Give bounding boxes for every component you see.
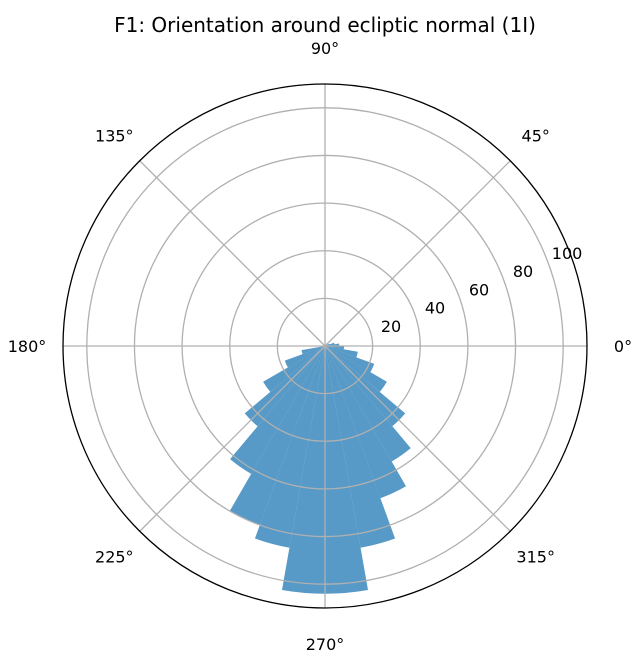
polar-frame bbox=[62, 83, 588, 609]
theta-tick-label: 90° bbox=[311, 39, 339, 58]
r-tick-labels: 20 40 60 80 100 bbox=[381, 244, 582, 336]
theta-tick-label: 45° bbox=[522, 126, 550, 145]
polar-bar bbox=[230, 346, 325, 474]
polar-bar bbox=[325, 346, 406, 499]
polar-bar bbox=[325, 346, 375, 373]
theta-tick-label: 135° bbox=[95, 126, 134, 145]
theta-tick-label: 270° bbox=[306, 635, 345, 654]
r-tick-label: 80 bbox=[513, 262, 533, 281]
polar-bar bbox=[301, 346, 325, 355]
polar-bar bbox=[325, 346, 358, 358]
theta-tick-label: 315° bbox=[516, 548, 555, 567]
theta-tick-label: 225° bbox=[95, 548, 134, 567]
grid-layer bbox=[63, 84, 587, 608]
r-tick-label: 40 bbox=[425, 299, 445, 318]
polar-bar bbox=[325, 346, 411, 462]
theta-tick-label: 0° bbox=[614, 337, 632, 356]
polar-bar bbox=[325, 346, 396, 548]
r-tick-label: 60 bbox=[469, 280, 489, 299]
angular-gridline bbox=[139, 345, 326, 532]
bars-layer bbox=[229, 342, 411, 594]
polar-bar bbox=[325, 346, 369, 594]
polar-bar bbox=[254, 346, 325, 548]
chart-title: F1: Orientation around ecliptic normal (… bbox=[114, 13, 536, 37]
r-tick-label: 20 bbox=[381, 317, 401, 336]
angular-gridline bbox=[324, 160, 511, 347]
angular-gridline bbox=[324, 345, 511, 532]
polar-bar bbox=[325, 342, 335, 346]
polar-bar bbox=[325, 346, 345, 350]
polar-bar bbox=[325, 346, 387, 392]
polar-bar bbox=[281, 346, 325, 594]
r-tick-label: 100 bbox=[552, 244, 583, 263]
theta-tick-labels: 0° 45° 90° 135° 180° 225° 270° 315° bbox=[8, 39, 632, 654]
polar-bar bbox=[229, 346, 325, 526]
theta-tick-label: 180° bbox=[8, 337, 47, 356]
polar-bar bbox=[284, 346, 325, 368]
angular-gridline bbox=[139, 160, 326, 347]
polar-bar bbox=[263, 346, 325, 392]
